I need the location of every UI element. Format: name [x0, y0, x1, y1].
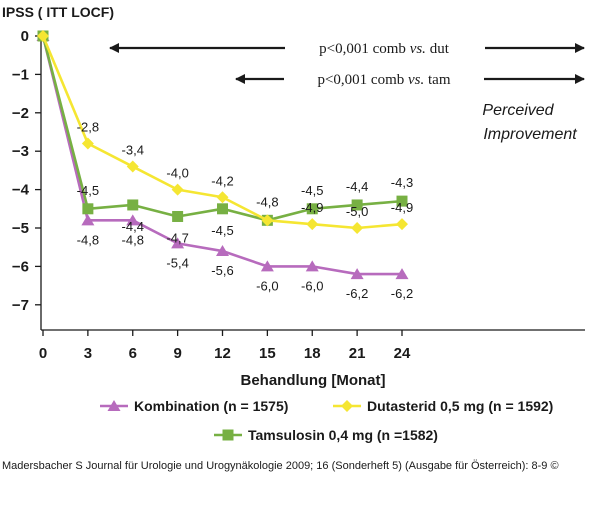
y-axis-ticks: 0 −1 −2 −3 −4 −5 −6 −7 — [12, 28, 41, 314]
data-point-kombination — [126, 214, 140, 226]
data-label-dutasterid: -2,8 — [77, 120, 99, 135]
data-point-kombination — [305, 260, 319, 272]
data-label-tamsulosin: -4,5 — [211, 223, 233, 238]
legend-item-kombination: Kombination (n = 1575) — [100, 398, 288, 414]
x-axis-title: Behandlung [Monat] — [241, 372, 386, 389]
y-tick-label: −2 — [12, 105, 29, 122]
y-tick-label: −5 — [12, 220, 29, 237]
data-point-kombination — [260, 260, 274, 272]
data-label-dutasterid: -4,8 — [256, 194, 278, 209]
legend-marker — [107, 400, 121, 411]
data-point-dutasterid — [261, 214, 274, 227]
note-perceived: Perceived — [482, 102, 554, 119]
data-label-tamsulosin: -4,5 — [77, 183, 99, 198]
legend-item-tamsulosin: Tamsulosin 0,4 mg (n =1582) — [214, 427, 438, 443]
data-label-kombination: -6,2 — [346, 286, 368, 301]
data-point-dutasterid — [126, 160, 139, 173]
note-improvement: Improvement — [483, 126, 577, 143]
comparison-label-tam-bg — [284, 69, 484, 89]
data-point-kombination — [395, 268, 409, 280]
y-tick-label: −6 — [12, 258, 29, 275]
data-point-tamsulosin — [172, 210, 184, 222]
x-tick-label: 21 — [349, 345, 366, 362]
data-label-kombination: -6,2 — [391, 286, 413, 301]
x-tick-label: 18 — [304, 345, 321, 362]
data-point-dutasterid — [306, 218, 319, 231]
legend-label: Dutasterid 0,5 mg (n = 1592) — [367, 398, 553, 414]
y-tick-label: −7 — [12, 297, 29, 314]
data-label-dutasterid: -4,9 — [301, 200, 323, 215]
x-tick-label: 15 — [259, 345, 276, 362]
data-label-tamsulosin: -4,4 — [346, 179, 368, 194]
legend-marker — [222, 429, 234, 441]
y-tick-label: −3 — [12, 143, 29, 160]
series-dutasterid — [37, 30, 408, 234]
data-point-dutasterid — [81, 137, 94, 150]
data-label-kombination: -5,4 — [166, 255, 188, 270]
data-point-dutasterid — [396, 218, 408, 231]
legend-item-dutasterid: Dutasterid 0,5 mg (n = 1592) — [333, 398, 553, 414]
legend: Kombination (n = 1575) Dutasterid 0,5 mg … — [100, 398, 553, 443]
data-label-kombination: -4,8 — [77, 232, 99, 247]
comparison-label-dut: p<0,001 comb vs. dut — [319, 41, 450, 57]
y-tick-label: 0 — [21, 28, 29, 45]
x-axis-ticks: 0 3 6 9 12 15 18 21 24 — [39, 330, 411, 362]
y-tick-label: −4 — [12, 182, 30, 199]
data-label-kombination: -6,0 — [256, 278, 278, 293]
data-label-dutasterid: -4,2 — [211, 173, 233, 188]
data-point-dutasterid — [37, 30, 49, 42]
legend-label: Tamsulosin 0,4 mg (n =1582) — [248, 427, 438, 443]
x-tick-label: 12 — [214, 345, 231, 362]
data-point-kombination — [216, 245, 229, 257]
data-point-kombination — [350, 268, 364, 280]
comparison-label-dut-bg — [285, 38, 485, 58]
line-chart: IPSS ( ITT LOCF) 0 −1 −2 −3 −4 −5 −6 −7 0 3 6 9 12 1… — [2, 4, 585, 443]
data-point-kombination — [81, 214, 95, 226]
data-point-tamsulosin — [396, 195, 408, 207]
data-point-tamsulosin — [306, 203, 318, 215]
data-label-tamsulosin: -4,5 — [301, 183, 323, 198]
data-point-dutasterid — [216, 191, 229, 204]
data-label-tamsulosin: -4,4 — [122, 219, 144, 234]
legend-label: Kombination (n = 1575) — [134, 398, 288, 414]
series-layer — [36, 30, 409, 280]
data-label-tamsulosin: -4,7 — [166, 230, 188, 245]
data-label-kombination: -6,0 — [301, 278, 323, 293]
y-axis-title: IPSS ( ITT LOCF) — [2, 4, 114, 20]
data-point-dutasterid — [171, 183, 184, 196]
comparison-label-tam: p<0,001 comb vs. tam — [317, 72, 450, 88]
x-tick-label: 24 — [394, 345, 411, 362]
data-point-tamsulosin — [217, 203, 228, 215]
x-tick-label: 9 — [173, 345, 181, 362]
data-label-dutasterid: -5,0 — [346, 204, 368, 219]
x-tick-label: 3 — [84, 345, 92, 362]
data-point-kombination — [171, 237, 185, 249]
data-label-tamsulosin: -4,3 — [391, 175, 413, 190]
data-label-kombination: -4,8 — [122, 232, 144, 247]
source-citation: Madersbacher S Journal für Urologie und … — [2, 460, 559, 472]
data-label-dutasterid: -3,4 — [122, 143, 144, 158]
data-point-tamsulosin — [82, 203, 94, 215]
data-labels: -4,8 -4,8 -5,4 -5,6 -6,0 -6,0 -6,2 -6,2 -2,8 -3,4… — [77, 120, 414, 302]
x-tick-label: 6 — [129, 345, 137, 362]
data-label-dutasterid: -4,9 — [391, 200, 413, 215]
data-label-dutasterid: -4,0 — [166, 166, 188, 181]
data-point-tamsulosin — [127, 199, 139, 211]
data-point-tamsulosin — [351, 199, 363, 211]
data-label-kombination: -5,6 — [211, 263, 233, 278]
data-point-dutasterid — [351, 222, 364, 234]
legend-marker — [341, 400, 353, 412]
y-tick-label: −1 — [12, 66, 29, 83]
x-tick-label: 0 — [39, 345, 47, 362]
